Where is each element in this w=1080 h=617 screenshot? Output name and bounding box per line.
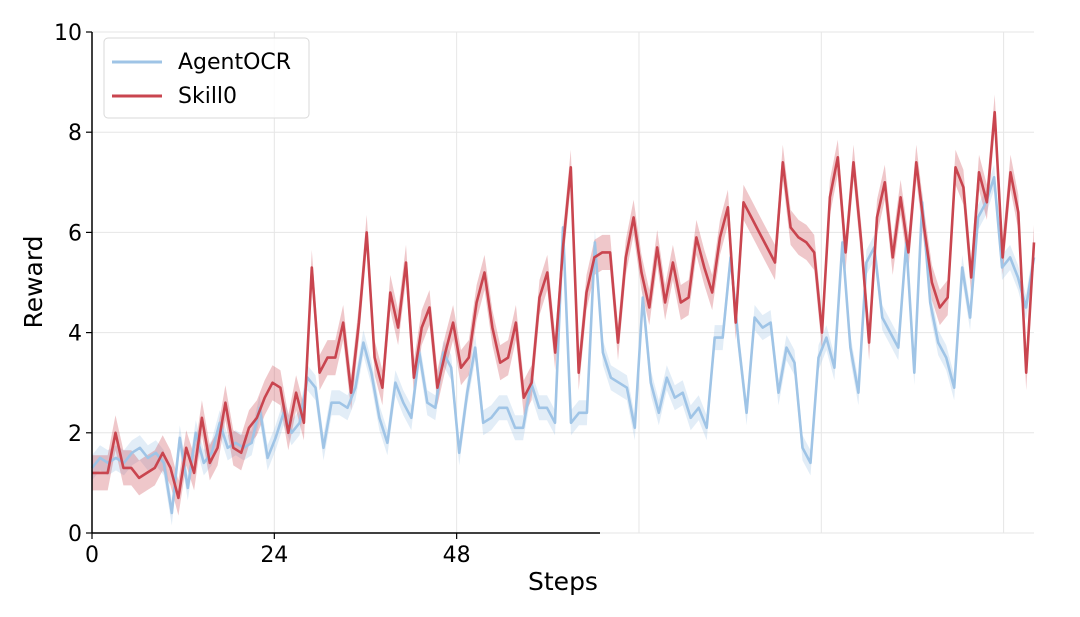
y-tick-label: 8: [68, 121, 82, 146]
series-line-agentocr: [90, 176, 1036, 515]
y-tick-label: 2: [68, 422, 82, 447]
band-skill0: [92, 94, 1034, 516]
x-tick-label: 48: [443, 543, 471, 568]
legend-label-agentocr: AgentOCR: [178, 50, 291, 75]
legend-label-skill0: Skill0: [178, 84, 237, 109]
legend: AgentOCR Skill0: [103, 37, 310, 119]
y-tick-label: 6: [68, 221, 82, 246]
x-tick-label: 24: [260, 543, 288, 568]
y-tick-label: 4: [68, 322, 82, 347]
y-axis-title: Reward: [19, 235, 48, 328]
axes: [91, 32, 600, 534]
series-lines: [90, 110, 1036, 515]
series-line-skill0: [92, 110, 1036, 500]
grid: [91, 31, 1034, 534]
legend-frame: [103, 37, 310, 119]
y-tick-label: 0: [68, 522, 82, 547]
x-tick-label: 0: [85, 543, 99, 568]
band-agentocr: [92, 164, 1034, 526]
x-axis-title: Steps: [528, 567, 598, 596]
y-tick-label: 10: [54, 21, 82, 46]
confidence-bands: [92, 94, 1034, 526]
